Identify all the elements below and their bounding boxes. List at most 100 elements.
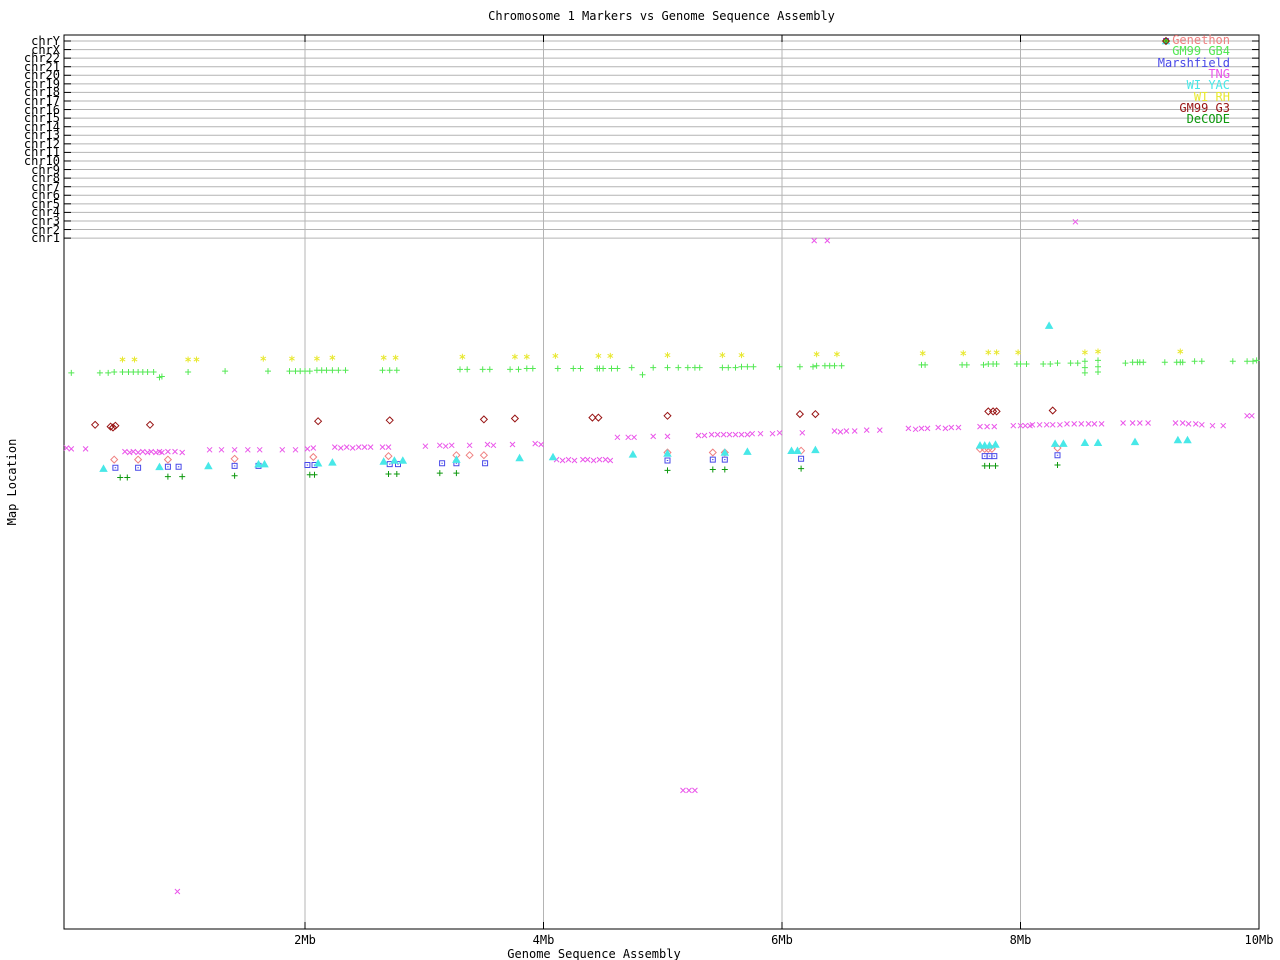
y-tick-label-chr9: chr9 [31, 162, 60, 177]
data-point [155, 462, 164, 471]
y-tick-label-chry: chrY [31, 34, 60, 48]
y-tick-label-chr8: chr8 [31, 171, 60, 186]
data-point [511, 353, 518, 360]
data-point [436, 442, 443, 449]
data-point [596, 456, 603, 463]
data-point [206, 446, 213, 453]
data-point [1098, 421, 1105, 427]
legend-marker-glyph [1161, 36, 1170, 46]
data-point [256, 446, 263, 453]
data-point [960, 350, 967, 357]
data-point [1023, 361, 1030, 367]
data-point [185, 369, 192, 375]
data-point [584, 456, 591, 463]
data-point [993, 349, 1000, 356]
data-point [384, 451, 393, 461]
data-point [813, 362, 820, 369]
data-point [90, 420, 100, 429]
data-point [392, 354, 399, 361]
data-point [863, 427, 870, 433]
data-point [193, 356, 200, 363]
data-point [231, 446, 238, 453]
data-point [231, 472, 238, 479]
data-point [580, 456, 586, 463]
x-tick-label-2mb: 2Mb [294, 933, 316, 947]
y-tick-label-chr1: chr1 [31, 231, 60, 246]
data-point [1091, 421, 1098, 427]
data-point [465, 451, 474, 460]
x-tick-label-4mb: 4Mb [532, 933, 555, 947]
data-point [695, 432, 702, 439]
data-point [279, 446, 286, 453]
data-point [1048, 406, 1057, 415]
series-wi-rh [119, 348, 1184, 363]
data-point [1081, 358, 1088, 365]
data-point [607, 352, 614, 359]
data-point [991, 440, 1000, 448]
data-point [507, 366, 514, 373]
data-point [1198, 421, 1205, 428]
data-point [1177, 348, 1184, 355]
data-point [148, 448, 155, 455]
data-point [1173, 435, 1183, 444]
data-point [254, 459, 263, 468]
data-point [1145, 420, 1151, 426]
x-tick-label-10mb: 10Mb [1244, 933, 1274, 947]
data-point [393, 367, 400, 374]
series-marshfield [112, 452, 1061, 471]
data-point [993, 361, 1000, 367]
data-point [1022, 422, 1029, 429]
data-point [732, 364, 739, 371]
y-tick-label-chr21: chr21 [23, 59, 60, 74]
y-tick-label-chr16: chr16 [23, 102, 60, 117]
data-point [675, 364, 682, 371]
data-point [720, 448, 729, 457]
data-point [164, 463, 171, 470]
x-axis-label: Genome Sequence Assembly [507, 947, 681, 960]
data-point [1029, 421, 1036, 428]
legend-item-decode: DeCODE [1158, 38, 1239, 125]
data-point [1136, 420, 1143, 426]
data-point [1078, 421, 1085, 427]
data-point [231, 462, 238, 469]
data-point [799, 429, 806, 436]
data-point [980, 361, 987, 368]
data-point [992, 462, 999, 469]
data-point [708, 448, 717, 457]
data-point [991, 423, 998, 430]
data-point [490, 442, 497, 449]
data-point [709, 456, 716, 463]
y-tick-label-chr11: chr11 [23, 145, 60, 160]
data-point [719, 352, 726, 359]
data-point [335, 367, 342, 374]
data-point [984, 423, 990, 430]
data-point [942, 425, 949, 432]
data-point [664, 352, 671, 359]
data-point [1057, 421, 1063, 428]
y-tick-label-chr13: chr13 [23, 128, 60, 143]
y-tick-label-chr2: chr2 [31, 222, 60, 237]
data-point [1183, 435, 1192, 444]
data-point [918, 425, 925, 432]
data-point [776, 363, 783, 370]
legend-label: Marshfield [1157, 55, 1230, 70]
data-point [757, 430, 764, 437]
data-point [843, 428, 850, 434]
data-point [565, 456, 572, 463]
data-point [361, 444, 368, 450]
data-point [172, 448, 178, 455]
data-point [577, 365, 584, 372]
data-point [664, 467, 671, 474]
data-point [68, 369, 75, 376]
data-point [1130, 437, 1140, 446]
data-point [386, 367, 393, 374]
legend-item-gm99-g3: GM99 G3 [1158, 36, 1239, 114]
data-point [466, 442, 473, 449]
data-point [614, 434, 621, 441]
data-point [602, 456, 609, 463]
data-point [112, 464, 119, 471]
data-point [179, 473, 186, 480]
data-point [1043, 421, 1050, 428]
data-point [482, 460, 489, 467]
